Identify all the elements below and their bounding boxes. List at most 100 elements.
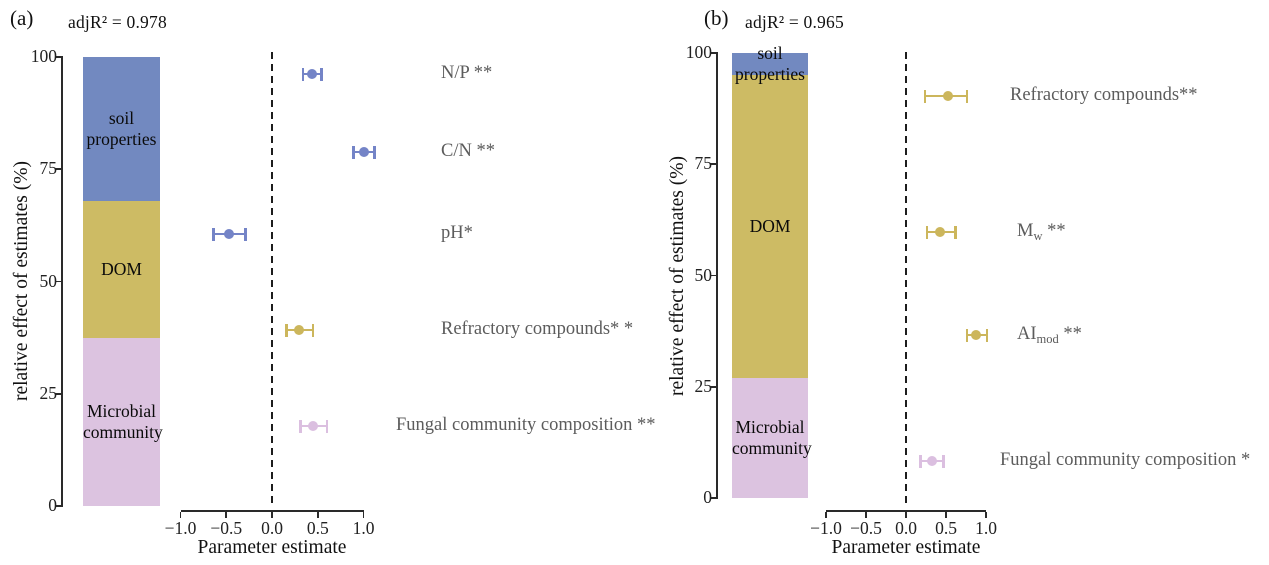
panel-a-point-refractory-compounds-errorbar-cap-right xyxy=(311,323,315,337)
panel-b-forest-x-tick xyxy=(905,511,907,518)
panel-b-point-mw-estimate-dot xyxy=(935,227,946,237)
panel-a-forest-x-axis-line xyxy=(180,510,364,512)
panel-b-zero-dashed-line xyxy=(905,52,908,508)
panel-a-forest-x-tick xyxy=(225,511,228,518)
panel-b-point-refractory-compounds-label-text: Refractory compounds** xyxy=(1010,85,1198,106)
panel-a-forest-x-tick xyxy=(271,511,273,518)
panel-b-forest-x-tick xyxy=(945,511,947,518)
panel-b-point-mw-label-subscript: w xyxy=(1033,229,1043,244)
panel-b-point-fungal-community-composition-errorbar-cap-left xyxy=(919,454,922,468)
panel-a-bar-segment-microbial-community xyxy=(83,337,160,506)
panel-a-bar-segment-label-line: soil xyxy=(108,107,135,128)
panel-b-bar-y-tick-label: 0 xyxy=(703,487,712,507)
panel-b-forest-x-axis-line xyxy=(826,510,986,512)
panel-a-point-fungal-community-composition-estimate-dot xyxy=(308,421,319,431)
panel-b-point-mw-label: Mw ** xyxy=(1017,221,1066,244)
panel-b-bar-segment-label-line: properties xyxy=(735,64,805,85)
panel-b-point-aimod-estimate-dot xyxy=(971,330,982,340)
panel-a-point-ph-label-text: pH* xyxy=(441,223,473,244)
panel-a-forest-x-tick xyxy=(362,511,365,518)
panel-a-bar-segment-label-microbial-community: Microbial community xyxy=(83,401,163,443)
panel-a-bar-y-tick xyxy=(55,168,62,171)
panel-b-point-fungal-community-composition-label: Fungal community composition * xyxy=(1000,450,1250,471)
panel-a-zero-dashed-line xyxy=(271,52,274,508)
panel-a-bar-y-tick xyxy=(55,56,62,58)
panel-b-bar-y-axis-line xyxy=(716,52,718,499)
panel-b-bar-y-tick xyxy=(710,163,717,166)
panel-b-forest-x-tick-label: −0.5 xyxy=(850,518,882,538)
panel-a-point-fungal-community-composition-label-text: Fungal community composition ** xyxy=(396,415,656,436)
panel-b-bar-y-tick-label: 75 xyxy=(694,153,713,174)
panel-b-bar-segment-label-dom: DOM xyxy=(732,216,808,237)
panel-b-point-aimod-label-subscript: mod xyxy=(1036,332,1059,347)
panel-b-forest-x-tick xyxy=(985,511,987,518)
panel-a-point-fungal-community-composition-label: Fungal community composition ** xyxy=(396,415,656,436)
panel-b-point-refractory-compounds-errorbar-cap-right xyxy=(965,89,969,103)
panel-b-bar-segment-label-line: DOM xyxy=(749,216,791,237)
panel-b-point-refractory-compounds-errorbar-cap-left xyxy=(923,89,927,103)
panel-b-point-fungal-community-composition-estimate-dot xyxy=(926,456,937,466)
panel-a-x-axis-title: Parameter estimate xyxy=(197,537,347,558)
panel-a-point-refractory-compounds-estimate-dot xyxy=(294,325,305,335)
panel-a-point-fungal-community-composition-errorbar-cap-left xyxy=(299,419,302,433)
panel-b-forest-x-tick-label: 0.5 xyxy=(935,518,957,538)
panel-a-forest-x-tick-label: −0.5 xyxy=(210,518,243,538)
panel-b-bar-y-tick xyxy=(710,274,717,277)
panel-a-letter: (a) xyxy=(10,6,34,30)
panel-a-bar-y-tick-label: 75 xyxy=(39,158,58,179)
panel-a-point-refractory-compounds-label: Refractory compounds* * xyxy=(441,319,633,340)
panel-b-bar-segment-label-line: soil xyxy=(757,43,783,64)
panel-b-x-axis-title: Parameter estimate xyxy=(831,537,981,558)
panel-a-forest-x-tick xyxy=(316,511,319,518)
panel-a-forest-x-tick-label: 0.0 xyxy=(261,518,283,538)
panel-b-point-mw-label-text: M xyxy=(1017,221,1034,242)
panel-b-point-mw-errorbar-cap-left xyxy=(925,225,929,239)
panel-a-bar-segment-label-soil-properties: soil properties xyxy=(83,108,160,150)
panel-b-bar-y-tick xyxy=(710,52,717,54)
panel-a-point-ph-errorbar-cap-right xyxy=(244,227,247,241)
panel-a-forest-x-tick-label: −1.0 xyxy=(164,518,197,538)
panel-a-bar-y-tick xyxy=(55,392,62,395)
panel-b-point-aimod-label-text: AI xyxy=(1017,324,1037,345)
panel-a-point-ph-estimate-dot xyxy=(223,229,234,239)
panel-a-bar-segment-dom xyxy=(83,200,160,338)
panel-a-bar-y-tick-label: 0 xyxy=(48,495,57,515)
panel-b-point-fungal-community-composition-label-text: Fungal community composition * xyxy=(1000,450,1251,471)
panel-a-forest-x-tick-label: 1.0 xyxy=(352,518,375,538)
panel-a-bar-y-tick-label: 100 xyxy=(30,46,57,66)
panel-a-point-n-p-errorbar-cap-left xyxy=(301,67,305,81)
panel-b-bar-y-tick-label: 25 xyxy=(694,375,713,396)
panel-b-forest-x-tick-label: 0.0 xyxy=(895,518,917,538)
panel-b-bar-y-tick xyxy=(710,497,717,499)
panel-a-bar-segment-label-line: community xyxy=(83,421,163,442)
panel-b-forest-x-tick-label: −1.0 xyxy=(810,518,842,538)
panel-b-bar-segment-dom xyxy=(732,75,808,378)
panel-b-bar-segment-label-microbial-community: Microbial community xyxy=(732,417,812,459)
panel-a-point-refractory-compounds-errorbar-cap-left xyxy=(285,323,288,337)
panel-a-bar-segment-label-line: properties xyxy=(86,128,157,149)
panel-a-point-fungal-community-composition-errorbar-cap-right xyxy=(325,419,329,433)
panel-b-point-aimod-errorbar-cap-left xyxy=(965,328,969,342)
panel-a-point-ph-errorbar-cap-left xyxy=(212,227,215,241)
panel-b-bar-segment-soil-properties xyxy=(732,53,808,76)
panel-b-point-mw-label-suffix: ** xyxy=(1042,221,1066,242)
panel-a-bar-y-tick-label: 50 xyxy=(39,270,58,291)
panel-a-point-c-n-errorbar-cap-right xyxy=(373,145,376,159)
panel-a-bar-segment-label-dom: DOM xyxy=(83,259,160,280)
panel-a-point-n-p-label: N/P ** xyxy=(441,63,492,84)
panel-a-point-c-n-estimate-dot xyxy=(359,147,370,157)
panel-b-point-refractory-compounds-estimate-dot xyxy=(942,91,953,101)
panel-a-forest-x-tick xyxy=(179,511,182,518)
panel-b-adjr2: adjR² = 0.965 xyxy=(745,12,844,32)
panel-a-bar-y-axis-line xyxy=(61,56,63,507)
panel-b-bar-segment-label-line: community xyxy=(732,437,812,458)
panel-b-point-refractory-compounds-label: Refractory compounds** xyxy=(1010,85,1198,106)
panel-a-point-n-p-errorbar-cap-right xyxy=(320,67,323,81)
panel-b-forest-x-tick xyxy=(825,511,827,518)
panel-b-forest-x-tick xyxy=(865,511,867,518)
panel-b-point-mw-errorbar-cap-right xyxy=(954,225,957,239)
panel-a-point-ph-label: pH* xyxy=(441,223,473,244)
panel-a-point-c-n-label-text: C/N ** xyxy=(441,141,495,162)
panel-b-point-aimod-label-suffix: ** xyxy=(1058,324,1082,345)
